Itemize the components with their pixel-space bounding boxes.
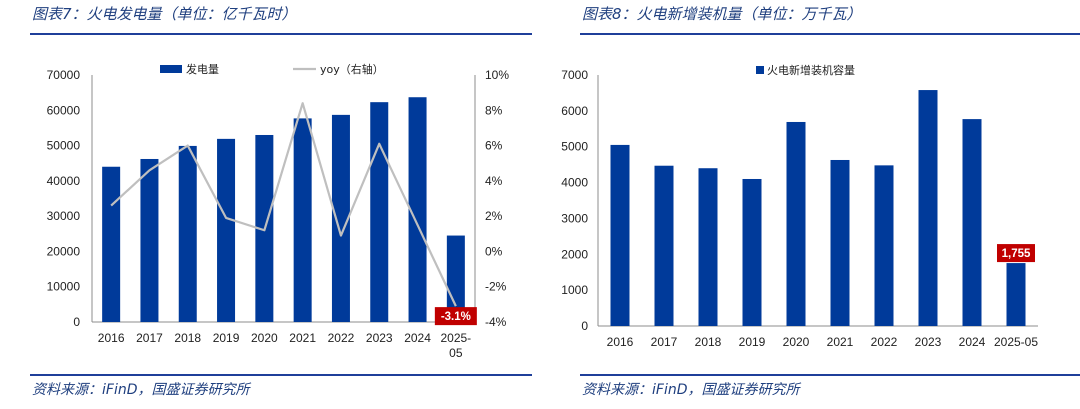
y-right-tick-label: -4%: [485, 315, 507, 329]
x-tick-label: 2017: [651, 335, 678, 349]
x-tick-label: 2019: [739, 335, 766, 349]
bar-2023: [370, 102, 389, 322]
bar-2020: [786, 121, 806, 326]
y-left-tick-label: 0: [73, 315, 80, 329]
left-source-note: 资料来源：iFinD，国盛证券研究所: [32, 382, 250, 398]
left-top-rule: [30, 33, 532, 35]
x-tick-label: 2019: [213, 331, 240, 345]
x-tick-label: 2025-: [440, 331, 471, 345]
value-callout-box: [997, 244, 1035, 263]
y-right-tick-label: 6%: [485, 139, 503, 153]
x-tick-label-cont: 05: [449, 346, 463, 360]
value-callout-label: 1,755: [1002, 248, 1031, 260]
bar-2022: [331, 114, 350, 322]
bar-2019: [217, 138, 236, 322]
yoy-line: [110, 102, 457, 307]
x-tick-label: 2024: [404, 331, 431, 345]
right-bottom-rule: [580, 374, 1080, 376]
bar-2021: [830, 159, 850, 326]
y-tick-label: 7000: [561, 68, 588, 82]
y-right-tick-label: -2%: [485, 280, 507, 294]
x-tick-label: 2021: [827, 335, 854, 349]
y-tick-label: 3000: [561, 211, 588, 225]
y-tick-label: 2000: [561, 247, 588, 261]
x-tick-label: 2023: [366, 331, 393, 345]
x-tick-label: 2016: [98, 331, 125, 345]
right-top-rule: [580, 33, 1080, 35]
y-tick-label: 0: [581, 319, 588, 333]
x-tick-label: 2022: [328, 331, 355, 345]
y-tick-label: 4000: [561, 176, 588, 190]
y-left-tick-label: 60000: [47, 103, 81, 117]
left-chart-caption: 图表7：火电发电量（单位：亿千瓦时）: [32, 5, 297, 23]
legend-bar-label: 火电新增装机容量: [767, 63, 855, 77]
right-chart-caption: 图表8：火电新增装机量（单位：万千瓦）: [582, 5, 862, 23]
legend-line-label: yoy（右轴）: [320, 62, 384, 76]
x-tick-label: 2024: [959, 335, 986, 349]
y-tick-label: 5000: [561, 140, 588, 154]
x-tick-label: 2023: [915, 335, 942, 349]
left-chart-panel: 图表7：火电发电量（单位：亿千瓦时） 0 10000 20000 30000 40000…: [0, 0, 532, 409]
y-left-tick-label: 50000: [47, 139, 81, 153]
x-tick-label: 2020: [251, 331, 278, 345]
right-chart-svg: 0 1000 2000 3000 4000 5000 6000 7000 2016 2017 201…: [561, 63, 1038, 349]
y-left-tick-label: 20000: [47, 244, 81, 258]
left-chart-svg: 0 10000 20000 30000 40000 50000 60000 70000 -4% -…: [47, 62, 510, 360]
x-tick-label: 2016: [607, 335, 634, 349]
x-tick-label: 2018: [174, 331, 201, 345]
yoy-callout-box: [434, 307, 477, 326]
y-tick-label: 1000: [561, 283, 588, 297]
y-tick-label: 6000: [561, 104, 588, 118]
y-left-tick-label: 70000: [47, 68, 81, 82]
y-right-tick-label: 0%: [485, 244, 503, 258]
bar-2017: [140, 158, 159, 322]
x-tick-label: 2021: [289, 331, 316, 345]
bar-2024: [408, 97, 427, 322]
yoy-callout-label: -3.1%: [441, 311, 471, 323]
bar-2025-05: [446, 235, 465, 322]
x-tick-label: 2022: [871, 335, 898, 349]
legend-bar-label: 发电量: [186, 62, 219, 76]
left-bottom-rule: [30, 374, 532, 376]
bar-2018: [698, 168, 718, 326]
bar-2023: [918, 90, 938, 326]
bar-2022: [874, 165, 894, 326]
legend-bar-swatch: [756, 66, 764, 74]
right-chart-panel: 图表8：火电新增装机量（单位：万千瓦） 0 1000 2000 3000 4000 500…: [550, 0, 1080, 409]
bar-2019: [742, 178, 762, 326]
y-right-tick-label: 8%: [485, 103, 503, 117]
bar-2021: [293, 118, 312, 322]
legend-bar-swatch: [160, 65, 182, 73]
bar-2016: [610, 144, 630, 326]
x-tick-label: 2018: [695, 335, 722, 349]
bar-2017: [654, 165, 674, 326]
bar-2018: [178, 145, 197, 322]
bar-2025-05: [1006, 263, 1026, 326]
x-tick-label: 2017: [136, 331, 163, 345]
y-left-tick-label: 10000: [47, 280, 81, 294]
bar-2016: [102, 166, 121, 322]
right-source-note: 资料来源：iFinD，国盛证券研究所: [582, 382, 800, 398]
x-tick-label: 2020: [783, 335, 810, 349]
x-tick-label: 2025-05: [994, 335, 1038, 349]
y-right-tick-label: 10%: [485, 68, 509, 82]
y-left-tick-label: 40000: [47, 174, 81, 188]
y-right-tick-label: 4%: [485, 174, 503, 188]
bar-2024: [962, 119, 982, 327]
y-left-tick-label: 30000: [47, 209, 81, 223]
y-right-tick-label: 2%: [485, 209, 503, 223]
